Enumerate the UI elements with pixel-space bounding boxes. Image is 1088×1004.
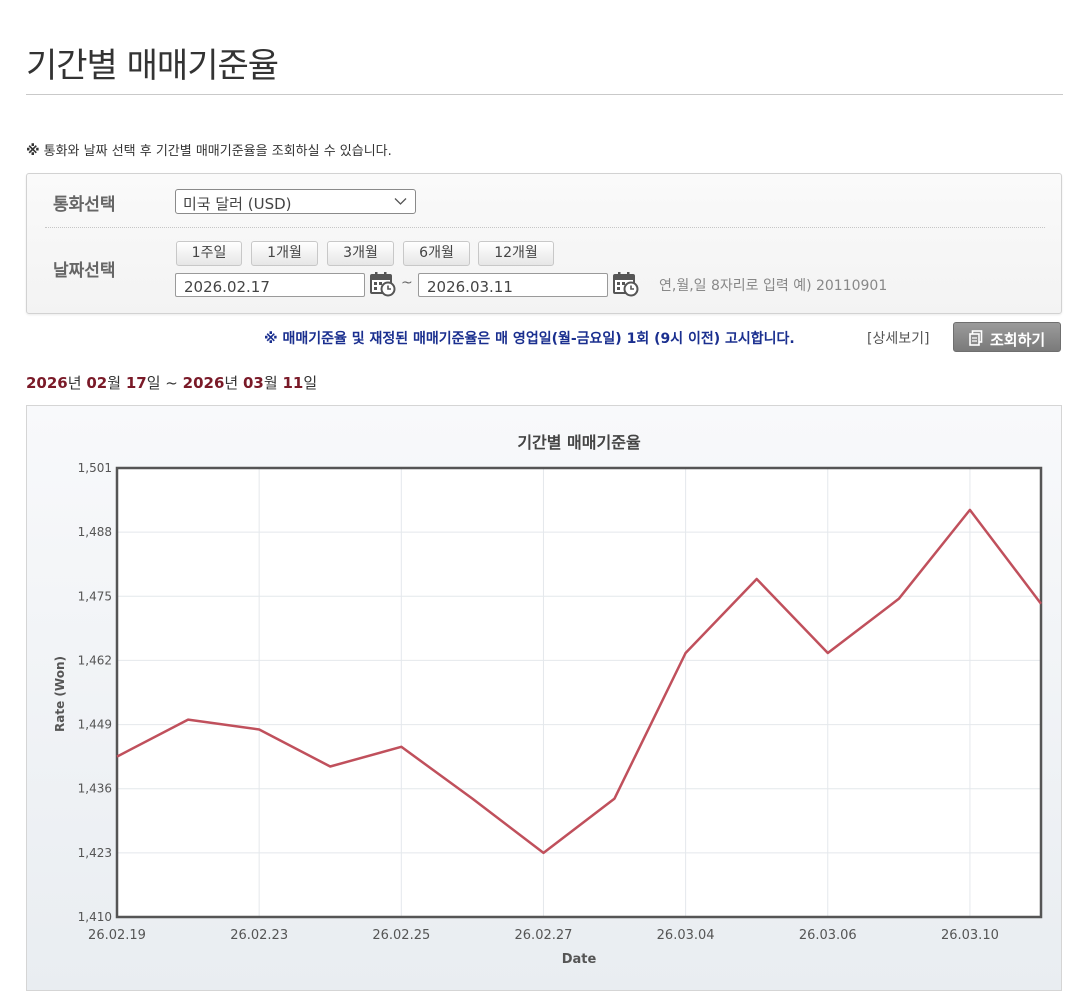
data-point — [754, 576, 760, 582]
start-date-value: 2026.02.17 — [184, 278, 270, 296]
range-end-year: 2026 — [182, 374, 225, 392]
x-tick-label: 26.02.23 — [230, 928, 288, 943]
range-month-unit: 월 — [263, 374, 278, 392]
search-button[interactable]: 조회하기 — [953, 322, 1061, 352]
calendar-icon[interactable] — [370, 271, 396, 297]
start-date-input[interactable]: 2026.02.17 — [175, 273, 365, 297]
range-day-unit: 일 — [303, 374, 318, 392]
data-point — [114, 754, 120, 760]
range-end-day: 11 — [282, 374, 304, 392]
data-point — [540, 850, 546, 856]
detail-link[interactable]: [상세보기] — [867, 331, 930, 347]
range-day-unit: 일 — [146, 374, 161, 392]
chart-panel: 기간별 매매기준율 Rate (Won) Date 1,410 1,423 1,43… — [26, 405, 1062, 991]
period-12month-button[interactable]: 12개월 — [478, 241, 554, 266]
chart-title: 기간별 매매기준율 — [517, 433, 641, 452]
range-month-unit: 월 — [107, 374, 122, 392]
notice-text: ※ 통화와 날짜 선택 후 기간별 매매기준율을 조회하실 수 있습니다. — [26, 140, 392, 159]
date-range-summary: 2026년 02월 17일 ~ 2026년 03월 11일 — [26, 372, 317, 393]
y-tick-label: 1,488 — [78, 525, 112, 539]
currency-select[interactable]: 미국 달러 (USD) — [175, 189, 416, 214]
end-date-value: 2026.03.11 — [427, 278, 513, 296]
currency-label: 통화선택 — [53, 195, 116, 215]
data-point — [683, 650, 689, 656]
x-tick-label: 26.03.06 — [799, 928, 857, 943]
data-point — [967, 507, 973, 513]
end-date-input[interactable]: 2026.03.11 — [418, 273, 608, 297]
data-point — [1038, 601, 1044, 607]
range-start-month: 02 — [86, 374, 108, 392]
range-end-month: 03 — [242, 374, 264, 392]
calendar-icon[interactable] — [613, 271, 639, 297]
range-start-year: 2026 — [26, 374, 68, 392]
range-start-day: 17 — [125, 374, 147, 392]
y-tick-label: 1,436 — [78, 782, 112, 796]
page-title: 기간별 매매기준율 — [26, 46, 279, 86]
date-label: 날짜선택 — [53, 261, 116, 281]
plot-area — [117, 468, 1041, 917]
date-format-hint: 연,월,일 8자리로 입력 예) 20110901 — [659, 278, 888, 294]
y-axis-title: Rate (Won) — [53, 656, 67, 732]
range-separator: ~ — [165, 374, 178, 392]
period-6month-button[interactable]: 6개월 — [403, 241, 470, 266]
data-point — [825, 650, 831, 656]
title-divider — [26, 94, 1063, 95]
x-tick-label: 26.02.27 — [515, 928, 573, 943]
search-button-label: 조회하기 — [990, 331, 1046, 349]
data-point — [469, 796, 475, 802]
y-tick-label: 1,449 — [78, 718, 112, 732]
plot-frame — [115, 466, 1043, 919]
data-point — [327, 764, 333, 770]
form-row-divider — [45, 227, 1045, 228]
currency-select-value: 미국 달러 (USD) — [183, 195, 292, 213]
y-tick-label: 1,462 — [78, 653, 112, 667]
period-1month-button[interactable]: 1개월 — [251, 241, 318, 266]
data-point — [185, 717, 191, 723]
notice-message: 통화와 날짜 선택 후 기간별 매매기준율을 조회하실 수 있습니다. — [43, 144, 392, 159]
chevron-down-icon — [394, 198, 407, 205]
data-point — [398, 744, 404, 750]
x-tick-label: 26.03.04 — [657, 928, 715, 943]
period-1week-button[interactable]: 1주일 — [176, 241, 242, 266]
date-separator: ~ — [401, 275, 413, 291]
rate-line-chart: 기간별 매매기준율 Rate (Won) Date 1,410 1,423 1,43… — [53, 433, 1044, 967]
x-tick-label: 26.03.10 — [941, 928, 999, 943]
y-tick-label: 1,475 — [78, 589, 112, 603]
data-point — [612, 796, 618, 802]
y-tick-label: 1,423 — [78, 846, 112, 860]
x-axis-title: Date — [562, 952, 597, 967]
data-point — [896, 596, 902, 602]
range-year-unit: 년 — [67, 374, 82, 392]
data-point — [256, 727, 262, 733]
x-tick-label: 26.02.19 — [88, 928, 146, 943]
x-tick-label: 26.02.25 — [372, 928, 430, 943]
search-form: 통화선택 미국 달러 (USD) 날짜선택 1주일 1개월 3개월 6개월 12… — [26, 173, 1062, 314]
notice-schedule: ※ 매매기준율 및 재정된 매매기준율은 매 영업일(월-금요일) 1회 (9시… — [264, 331, 795, 347]
range-year-unit: 년 — [224, 374, 239, 392]
series-line — [116, 508, 1042, 855]
period-3month-button[interactable]: 3개월 — [327, 241, 394, 266]
document-icon — [969, 330, 983, 346]
notice-mark: ※ — [26, 143, 40, 159]
y-tick-label: 1,501 — [78, 461, 112, 475]
y-tick-label: 1,410 — [78, 910, 112, 924]
